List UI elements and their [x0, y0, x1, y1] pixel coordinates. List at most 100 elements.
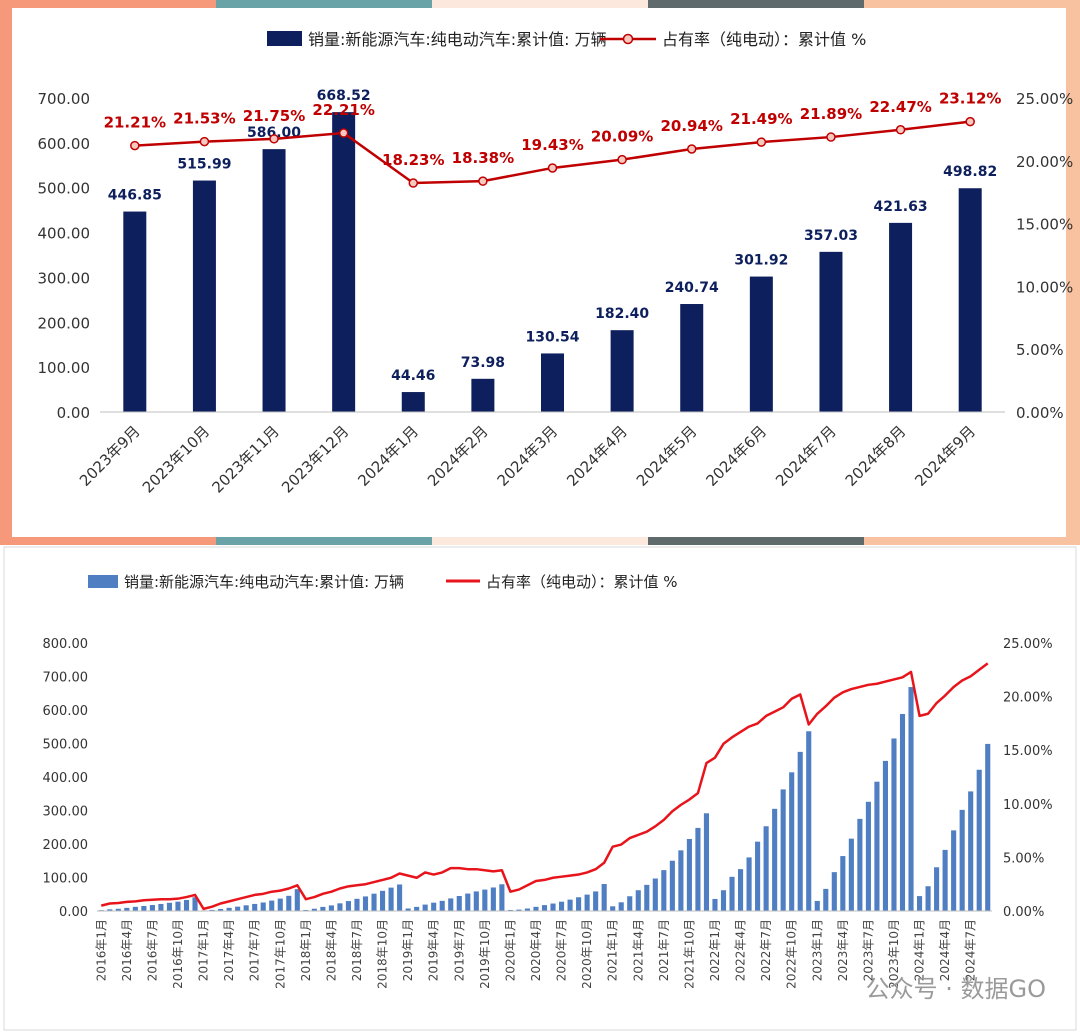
x-month-label: 2017年7月 — [248, 919, 262, 981]
share-point — [269, 134, 279, 144]
bar — [482, 889, 488, 911]
bar — [550, 903, 556, 911]
y-right-tick: 15.00% — [1016, 216, 1073, 234]
x-month-label: 2021年1月 — [606, 919, 620, 981]
bar — [362, 896, 369, 911]
bar — [686, 838, 692, 911]
bar — [124, 907, 130, 911]
x-month-label: 2023年7月 — [861, 919, 875, 981]
bar — [857, 818, 863, 911]
y-right-tick: 10.00% — [1003, 798, 1053, 813]
y-right-tick: 25.00% — [1016, 90, 1073, 108]
bar — [277, 898, 283, 911]
bar — [499, 884, 505, 911]
share-data-label: 21.89% — [800, 105, 862, 123]
bar — [226, 907, 232, 911]
share-data-label: 21.53% — [173, 110, 235, 128]
y-left-tick: 200.00 — [43, 838, 89, 853]
bar — [405, 908, 411, 911]
x-month-label: 2018年10月 — [376, 919, 390, 989]
bar — [345, 901, 352, 911]
bar — [332, 112, 356, 412]
bar — [303, 909, 309, 911]
x-month-label: 2021年7月 — [657, 919, 671, 981]
x-month-label: 2019年4月 — [427, 919, 441, 981]
share-point — [547, 163, 558, 173]
bar — [819, 251, 843, 412]
x-month-label: 2017年10月 — [273, 919, 287, 989]
share-data-label: 20.94% — [660, 117, 722, 135]
x-month-label: 2022年10月 — [785, 919, 799, 989]
y-left-tick: 100.00 — [38, 359, 91, 377]
bar — [524, 908, 531, 911]
frame-bottom-segment — [0, 537, 216, 545]
bar — [388, 887, 394, 911]
y-right-tick: 15.00% — [1003, 744, 1053, 759]
x-month-label: 2019年1月 — [401, 919, 415, 981]
bar — [422, 904, 428, 911]
bar — [874, 781, 880, 911]
bar — [328, 905, 334, 911]
bar — [772, 808, 778, 911]
share-point — [199, 136, 210, 147]
bar — [456, 895, 462, 911]
bar — [320, 906, 326, 911]
bar — [584, 894, 590, 911]
bar — [516, 909, 522, 911]
frame-top-segment — [0, 0, 216, 8]
bar — [661, 870, 667, 911]
bar — [720, 890, 727, 911]
bar — [294, 889, 300, 911]
bar-data-label: 421.63 — [874, 199, 928, 215]
bar — [149, 905, 155, 911]
bar — [286, 895, 292, 911]
bar — [865, 801, 871, 911]
watermark: 公众号 · 数据GO — [865, 975, 1046, 1003]
x-month-label: 2018年1月 — [299, 919, 313, 981]
bar — [916, 896, 923, 911]
bar — [618, 902, 624, 911]
bar — [942, 849, 948, 911]
bar — [262, 149, 286, 412]
bar — [968, 791, 974, 911]
y-left-tick: 700.00 — [38, 90, 91, 108]
y-right-tick: 20.00% — [1003, 691, 1053, 706]
x-month-label: 2020年1月 — [503, 919, 517, 981]
bar — [712, 898, 718, 911]
legend-line-marker — [622, 33, 634, 45]
frame-bottom-segment — [864, 537, 1080, 545]
bar — [439, 900, 445, 911]
legend-bar-swatch — [267, 31, 302, 46]
bar-data-label: 301.92 — [734, 253, 788, 269]
bar-data-label: 515.99 — [177, 157, 231, 173]
bar — [541, 905, 548, 911]
bar — [252, 903, 258, 911]
x-month-label: 2017年4月 — [222, 919, 236, 981]
bar — [269, 900, 275, 911]
bar — [183, 899, 190, 911]
bar — [729, 876, 735, 911]
bar — [976, 769, 982, 911]
frame-top-segment — [864, 0, 1080, 8]
bar-data-label: 182.40 — [595, 306, 649, 322]
bar — [141, 906, 147, 911]
bar-data-label: 73.98 — [461, 355, 505, 371]
bar — [985, 743, 991, 911]
bar — [507, 909, 513, 911]
bar — [882, 760, 889, 911]
y-left-tick: 600.00 — [43, 704, 89, 719]
bar — [260, 902, 266, 911]
bar — [337, 903, 343, 911]
bar-data-label: 668.52 — [317, 88, 371, 104]
chart-border — [3, 546, 1077, 1031]
bar — [533, 906, 539, 911]
bar — [473, 891, 479, 911]
x-month-label: 2016年7月 — [145, 919, 159, 981]
frame-bottom-segment — [432, 537, 648, 545]
bar — [218, 908, 224, 911]
frame-top-segment — [216, 0, 432, 8]
y-left-tick: 500.00 — [38, 180, 91, 198]
x-month-label: 2023年1月 — [810, 919, 824, 981]
x-month-label: 2022年4月 — [734, 919, 748, 981]
x-month-label: 2017年1月 — [197, 919, 211, 981]
